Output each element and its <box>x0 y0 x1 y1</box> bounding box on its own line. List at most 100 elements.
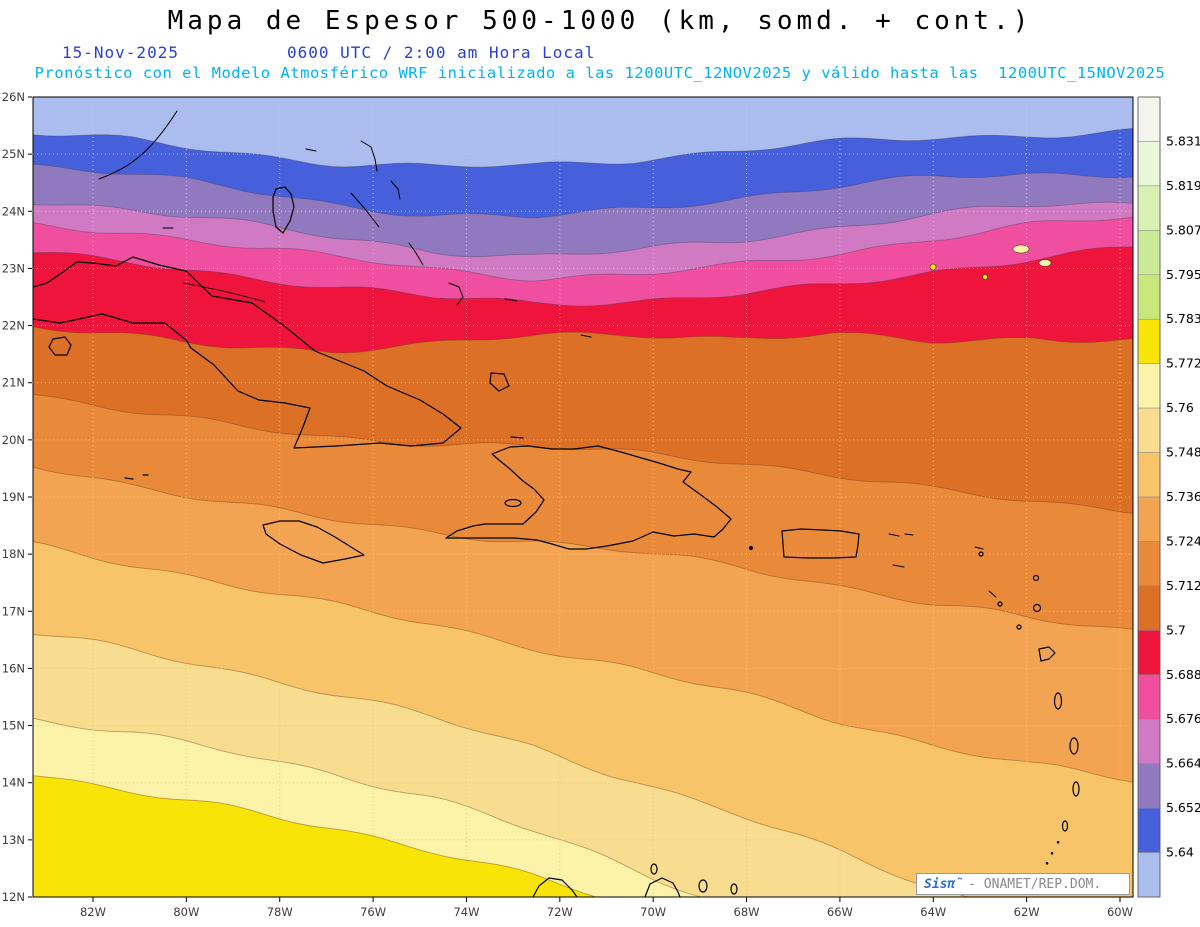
field-speck <box>929 263 937 271</box>
coastline-puerto-rico <box>781 528 860 559</box>
lon-label: 68W <box>734 905 760 919</box>
colorbar-label: 5.712 <box>1166 578 1200 593</box>
colorbar-cell <box>1137 185 1161 231</box>
colorbar-cell <box>1137 585 1161 631</box>
colorbar-cell <box>1137 852 1161 898</box>
colorbar-cell <box>1137 718 1161 764</box>
colorbar-label: 5.724 <box>1166 533 1200 548</box>
lon-label: 62W <box>1014 905 1040 919</box>
colorbar-cell <box>1137 763 1161 809</box>
lat-label: 19N <box>2 490 25 504</box>
coastline-anguilla-stmartin <box>974 546 997 598</box>
contour-line <box>33 246 1133 307</box>
lat-label: 25N <box>2 147 25 161</box>
colorbar-label: 5.676 <box>1166 711 1200 726</box>
coastline-jamaica <box>262 520 365 564</box>
colorbar-cell <box>1137 630 1161 676</box>
contour-line <box>33 775 598 897</box>
datetime-line: 15-Nov-2025 0600 UTC / 2:00 am Hora Local <box>62 43 595 62</box>
colorbar-label: 5.76 <box>1166 400 1194 415</box>
model-info-line: Pronóstico con el Modelo Atmosférico WRF… <box>34 64 1166 82</box>
colorbar-label: 5.688 <box>1166 667 1200 682</box>
coastline-bahamas-chain <box>305 140 592 338</box>
lon-label: 74W <box>453 905 479 919</box>
coastline-paraguana <box>644 877 681 897</box>
lat-label: 15N <box>2 719 25 733</box>
field-artifact-specks <box>929 244 1052 280</box>
coastline-stlucia <box>1072 781 1080 797</box>
colorbar-cell <box>1137 807 1161 853</box>
colorbar-cell <box>1137 230 1161 276</box>
contour-band-layer <box>33 97 1133 897</box>
contour-line <box>33 466 1133 630</box>
lon-label: 66W <box>827 905 853 919</box>
contour-line <box>33 216 1133 282</box>
coastline-florida-keys <box>98 110 178 229</box>
lon-label: 70W <box>640 905 666 919</box>
colorbar-cell <box>1137 496 1161 542</box>
colorbar-cell <box>1137 452 1161 498</box>
coastline-stmartin <box>978 551 984 557</box>
lon-label: 64W <box>920 905 946 919</box>
lat-label: 17N <box>2 604 25 618</box>
coastline-dominica <box>1053 692 1063 710</box>
time-label: 0600 UTC / 2:00 am Hora Local <box>286 43 596 62</box>
colorbar-label: 5.748 <box>1166 445 1200 460</box>
lon-label: 80W <box>173 905 199 919</box>
contour-line <box>33 717 703 897</box>
map-frame <box>32 96 1134 898</box>
coastline-hispaniola <box>445 445 732 550</box>
watermark-box: Sisπ̃ - ONAMET/REP.DOM. <box>916 873 1130 895</box>
coastline-guajira <box>532 877 578 897</box>
colorbar-cell <box>1137 141 1161 187</box>
coastline-virgin-islands <box>888 533 914 568</box>
colorbar-label: 5.664 <box>1166 756 1200 771</box>
coastline-cuba <box>33 256 462 449</box>
coastline-cuba-cays <box>182 282 266 303</box>
colorbar-label: 5.7 <box>1166 622 1186 637</box>
contour-line <box>33 127 1133 168</box>
colorbar-label: 5.64 <box>1166 845 1194 860</box>
lat-label: 20N <box>2 433 25 447</box>
lat-label: 14N <box>2 776 25 790</box>
colorbar-label: 5.736 <box>1166 489 1200 504</box>
colorbar-label: 5.795 <box>1166 267 1200 282</box>
coastline-stvincent <box>1061 820 1069 832</box>
colorbar-outline <box>1137 96 1161 898</box>
coastline-antigua <box>1032 603 1042 613</box>
thickness-map: 26N 25N 24N 23N 22N 21N 20N 19N 18N 17N 16N 15N 14N 1… <box>2 90 1200 919</box>
colorbar-label: 5.831 <box>1166 133 1200 148</box>
lon-label: 78W <box>267 905 293 919</box>
coastline-caymans <box>124 474 149 480</box>
colorbar-cell <box>1137 407 1161 453</box>
sispi-logo: Sisπ̃ <box>924 876 964 892</box>
colorbar: 5.831 5.819 5.807 5.795 5.783 5.772 5.76 5.748 5… <box>1137 96 1200 898</box>
lon-label: 72W <box>547 905 573 919</box>
coastline-montserrat <box>1016 624 1022 630</box>
coastline-bonaire <box>730 883 738 895</box>
watermark-credit: - ONAMET/REP.DOM. <box>968 876 1102 892</box>
contour-line <box>33 541 1133 783</box>
lat-label: 12N <box>2 890 25 904</box>
colorbar-cell <box>1137 363 1161 409</box>
colorbar-label: 5.652 <box>1166 800 1200 815</box>
coastline-gonave <box>504 498 522 508</box>
lat-label: 16N <box>2 661 25 675</box>
colorbar-cell <box>1137 274 1161 320</box>
coastline-martinique <box>1069 737 1079 755</box>
lon-label: 82W <box>80 905 106 919</box>
grid-layer <box>33 97 1133 897</box>
colorbar-label: 5.772 <box>1166 356 1200 371</box>
lon-label: 76W <box>360 905 386 919</box>
coastline-mona <box>748 545 754 551</box>
field-speck <box>1038 259 1052 267</box>
contour-line <box>33 394 1133 514</box>
page-title: Mapa de Espesor 500-1000 (km, somd. + co… <box>167 6 1033 36</box>
coastline-grenadines <box>1045 841 1060 865</box>
coastline-andros <box>272 186 295 234</box>
colorbar-cell <box>1137 541 1161 587</box>
coastline-barbuda <box>1032 574 1040 582</box>
lat-label: 21N <box>2 376 25 390</box>
coastline-curacao <box>698 879 708 893</box>
coastline-isla-juventud <box>48 336 72 356</box>
